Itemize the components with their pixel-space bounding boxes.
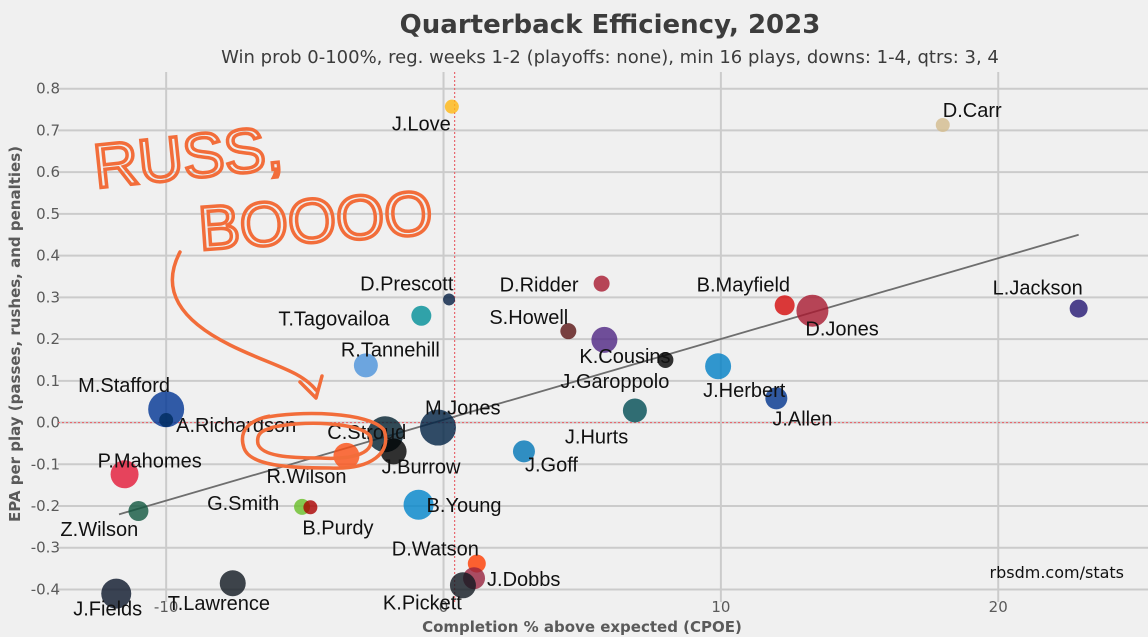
point-m-jones [419, 409, 456, 446]
point-m-stafford [148, 391, 185, 428]
point-d-carr [935, 118, 950, 132]
point-j-allen [765, 387, 788, 410]
trend-line [118, 233, 1079, 516]
x-axis-label: Completion % above expected (CPOE) [422, 618, 742, 636]
label-b-mayfield: B.Mayfield [697, 274, 790, 296]
point-k-pickett [449, 572, 476, 599]
point-j-love [444, 99, 459, 114]
label-t-lawrence: T.Lawrence [168, 593, 270, 615]
point-p-mahomes [110, 460, 139, 489]
point-r-tannehill [353, 353, 378, 378]
point-d-prescott [443, 293, 456, 306]
label-j-fields: J.Fields [73, 599, 142, 621]
point-t-tagovailoa [411, 305, 432, 326]
label-j-allen: J.Allen [772, 408, 832, 430]
point-k-cousins [591, 326, 618, 353]
y-tick-label: 0.7 [36, 121, 60, 139]
label-t-tagovailoa: T.Tagovailoa [278, 309, 390, 331]
y-tick-label: -0.2 [31, 497, 60, 515]
y-tick-label: 0.2 [36, 330, 60, 348]
label-p-mahomes: P.Mahomes [98, 450, 202, 472]
point-j-hurts [622, 398, 647, 423]
label-j-love: J.Love [392, 114, 451, 136]
point-j-fields [101, 578, 132, 609]
annotation-circle-outer [240, 411, 388, 470]
point-j-goff [512, 440, 535, 463]
point-z-wilson [128, 501, 149, 522]
reference-lines [58, 72, 1148, 602]
label-j-hurts: J.Hurts [565, 426, 628, 448]
label-k-cousins: K.Cousins [579, 346, 670, 368]
y-tick-label: 0.6 [36, 163, 60, 181]
label-j-burrow: J.Burrow [382, 456, 461, 478]
y-tick-label: -0.4 [31, 580, 60, 598]
y-tick-label: 0.5 [36, 205, 60, 223]
annotation-arrow [170, 250, 318, 392]
point-a-richardson [159, 413, 174, 428]
y-tick-label: 0.1 [36, 372, 60, 390]
x-tick-label: -10 [154, 598, 179, 616]
point-t-lawrence [219, 570, 246, 597]
point-d-jones [796, 294, 829, 327]
x-tick-label: 0 [439, 598, 449, 616]
label-b-purdy: B.Purdy [302, 517, 373, 539]
annotation-circle-inner [255, 421, 373, 461]
label-r-tannehill: R.Tannehill [341, 339, 440, 361]
point-j-herbert [705, 353, 732, 380]
label-l-jackson: L.Jackson [993, 278, 1083, 300]
y-tick-label: 0.8 [36, 80, 60, 98]
chart-subtitle: Win prob 0-100%, reg. weeks 1-2 (playoff… [221, 47, 999, 68]
point-labels: J.Love D.Carr L.Jackson B.Mayfield D.Jones D.… [60, 100, 1082, 621]
label-j-herbert: J.Herbert [703, 380, 786, 402]
label-d-carr: D.Carr [943, 100, 1002, 122]
label-d-watson: D.Watson [392, 539, 479, 561]
annotation-arrowhead [298, 374, 324, 400]
y-tick-label: -0.3 [31, 539, 60, 557]
data-points [101, 99, 1088, 609]
annotation-text-line2: BOOOO [196, 179, 435, 264]
chart-title: Quarterback Efficiency, 2023 [400, 10, 821, 40]
point-j-burrow [380, 438, 407, 465]
label-r-wilson: R.Wilson [266, 466, 346, 488]
label-d-jones: D.Jones [805, 319, 878, 341]
label-d-prescott: D.Prescott [360, 273, 454, 295]
y-tick-label: 0.0 [36, 414, 60, 432]
label-a-richardson: A.Richardson [176, 415, 296, 437]
credit-text: rbsdm.com/stats [990, 563, 1124, 582]
y-axis-label: EPA per play (passes, rushes, and penalt… [6, 146, 24, 522]
annotation-text-line1: RUSS, [90, 113, 286, 201]
label-z-wilson: Z.Wilson [60, 519, 138, 541]
label-b-young: B.Young [427, 495, 502, 517]
label-k-pickett: K.Pickett [383, 592, 462, 614]
label-m-stafford: M.Stafford [78, 375, 170, 397]
regression-line [118, 233, 1079, 516]
point-l-jackson [1069, 299, 1088, 318]
point-d-ridder [593, 275, 610, 292]
x-tick-label: 20 [989, 598, 1008, 616]
point-s-howell [560, 323, 577, 340]
label-s-howell: S.Howell [489, 307, 568, 329]
label-j-dobbs: J.Dobbs [487, 569, 560, 591]
label-j-goff: J.Goff [525, 454, 578, 476]
point-j-garoppolo [657, 351, 674, 368]
point-b-purdy [303, 500, 318, 515]
label-j-garoppolo: J.Garoppolo [560, 371, 669, 393]
label-m-jones: M.Jones [425, 398, 501, 420]
y-tick-label: -0.1 [31, 455, 60, 473]
label-d-ridder: D.Ridder [500, 275, 579, 297]
point-b-young [403, 489, 434, 520]
label-g-smith: G.Smith [207, 493, 279, 515]
point-b-mayfield [774, 295, 795, 316]
y-tick-label: 0.3 [36, 288, 60, 306]
y-tick-label: 0.4 [36, 247, 60, 265]
x-tick-label: 10 [711, 598, 730, 616]
